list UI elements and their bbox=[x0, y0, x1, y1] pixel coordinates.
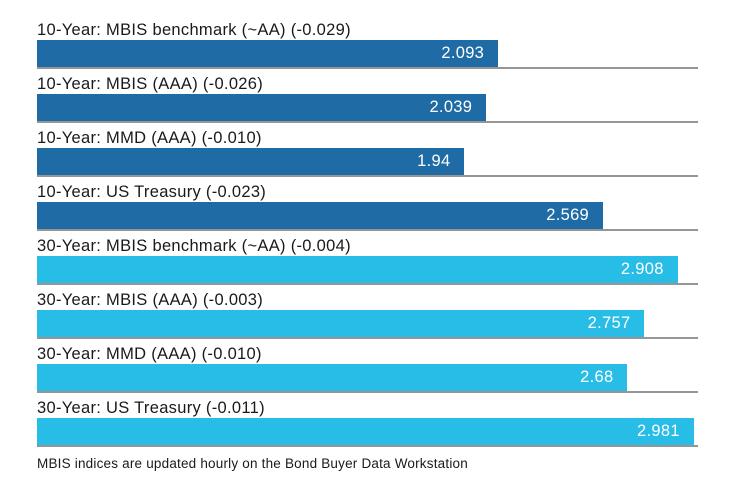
chart-footnote: MBIS indices are updated hourly on the B… bbox=[37, 456, 468, 471]
bar-label: 10-Year: MBIS (AAA) (-0.026) bbox=[37, 75, 264, 93]
bond-yield-bar-chart: 10-Year: MBIS benchmark (~AA) (-0.029) 2… bbox=[37, 20, 698, 471]
bar-label: 10-Year: MBIS benchmark (~AA) (-0.029) bbox=[37, 21, 351, 39]
bar-value-label: 2.757 bbox=[587, 314, 631, 332]
bar-value-label: 2.981 bbox=[637, 422, 680, 440]
bar-row: 30-Year: US Treasury (-0.011) 2.981 bbox=[37, 398, 698, 447]
bar-row: 10-Year: US Treasury (-0.023) 2.569 bbox=[37, 182, 698, 231]
bar-label: 10-Year: MMD (AAA) (-0.010) bbox=[37, 129, 262, 147]
bar-baseline: 2.981 bbox=[37, 418, 698, 447]
bar-label: 30-Year: MBIS benchmark (~AA) (-0.004) bbox=[37, 237, 351, 255]
bar-row: 30-Year: MBIS benchmark (~AA) (-0.004) 2… bbox=[37, 236, 698, 285]
bar: 1.94 bbox=[37, 148, 465, 175]
bar-baseline: 2.68 bbox=[37, 364, 698, 393]
bar: 2.093 bbox=[37, 40, 499, 67]
bar-baseline: 2.569 bbox=[37, 202, 698, 231]
bar-row: 10-Year: MMD (AAA) (-0.010) 1.94 bbox=[37, 128, 698, 177]
bar-row: 30-Year: MMD (AAA) (-0.010) 2.68 bbox=[37, 344, 698, 393]
bar-label: 30-Year: US Treasury (-0.011) bbox=[37, 399, 265, 417]
bar: 2.981 bbox=[37, 418, 694, 445]
bar: 2.039 bbox=[37, 94, 487, 121]
bar-value-label: 2.68 bbox=[580, 368, 614, 386]
bar-baseline: 2.039 bbox=[37, 94, 698, 123]
bar: 2.68 bbox=[37, 364, 628, 391]
bar-value-label: 2.569 bbox=[546, 206, 590, 224]
bar-rows: 10-Year: MBIS benchmark (~AA) (-0.029) 2… bbox=[37, 20, 698, 447]
bar-label: 30-Year: MMD (AAA) (-0.010) bbox=[37, 345, 262, 363]
bar-baseline: 2.093 bbox=[37, 40, 698, 69]
bar-value-label: 1.94 bbox=[417, 152, 451, 170]
bar-value-label: 2.093 bbox=[441, 44, 485, 62]
bar: 2.569 bbox=[37, 202, 604, 229]
bar-baseline: 2.757 bbox=[37, 310, 698, 339]
bar-label: 30-Year: MBIS (AAA) (-0.003) bbox=[37, 291, 264, 309]
bar-label: 10-Year: US Treasury (-0.023) bbox=[37, 183, 267, 201]
bar-baseline: 2.908 bbox=[37, 256, 698, 285]
bar: 2.908 bbox=[37, 256, 678, 283]
bar-row: 10-Year: MBIS (AAA) (-0.026) 2.039 bbox=[37, 74, 698, 123]
bar-row: 10-Year: MBIS benchmark (~AA) (-0.029) 2… bbox=[37, 20, 698, 69]
bar-value-label: 2.039 bbox=[429, 98, 473, 116]
bar-row: 30-Year: MBIS (AAA) (-0.003) 2.757 bbox=[37, 290, 698, 339]
bar-value-label: 2.908 bbox=[620, 260, 664, 278]
bar-baseline: 1.94 bbox=[37, 148, 698, 177]
bar: 2.757 bbox=[37, 310, 645, 337]
